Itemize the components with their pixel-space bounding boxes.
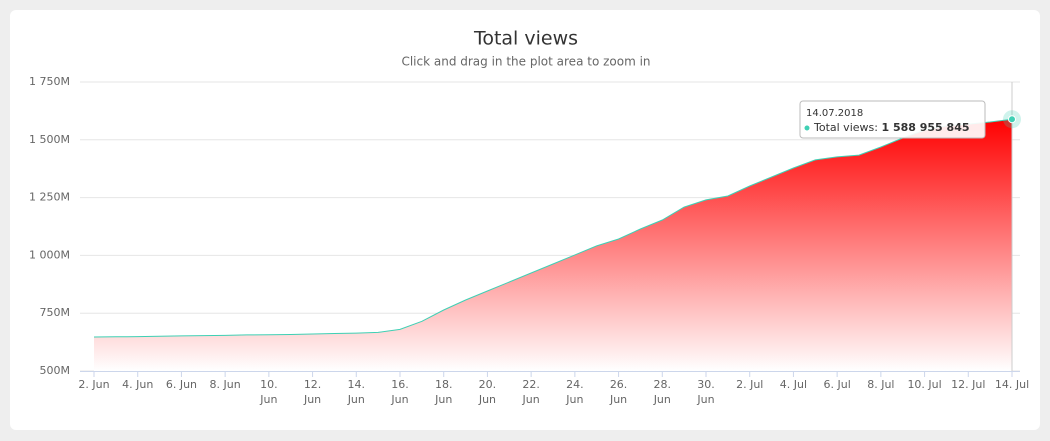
- x-tick-label: 2. Jun: [78, 378, 109, 391]
- x-tick-label: 30. Jun: [696, 378, 714, 406]
- tooltip-series: Total views:: [813, 121, 878, 134]
- y-tick-label: 1 750M: [29, 75, 70, 88]
- x-tick-label: 12. Jul: [951, 378, 985, 391]
- x-tick-label: 28. Jun: [653, 378, 671, 406]
- x-tick-label: 20. Jun: [478, 378, 496, 406]
- x-tick-label: 6. Jul: [824, 378, 851, 391]
- tooltip-value: 1 588 955 845: [881, 121, 969, 134]
- x-tick-label: 8. Jun: [210, 378, 241, 391]
- x-tick-label: 6. Jun: [166, 378, 197, 391]
- x-tick-label: 10. Jun: [259, 378, 277, 406]
- x-tick-label: 2. Jul: [736, 378, 763, 391]
- y-tick-label: 750M: [40, 306, 71, 319]
- x-tick-label: 10. Jul: [907, 378, 941, 391]
- y-tick-label: 500M: [40, 364, 71, 377]
- area: [94, 119, 1012, 371]
- y-tick-label: 1 250M: [29, 191, 70, 204]
- x-tick-label: 4. Jul: [780, 378, 807, 391]
- x-tick-label: 12. Jun: [303, 378, 321, 406]
- x-tick-label: 4. Jun: [122, 378, 153, 391]
- x-tick-label: 14. Jun: [347, 378, 365, 406]
- tooltip-box: [799, 100, 986, 139]
- chart-title: Total views: [473, 28, 578, 50]
- tooltip-label: Total views: 1 588 955 845: [813, 121, 970, 134]
- x-tick-label: 16. Jun: [390, 378, 408, 406]
- y-tick-label: 1 000M: [29, 248, 70, 261]
- tooltip-dot: [804, 125, 810, 131]
- x-tick-label: 8. Jul: [867, 378, 894, 391]
- chart-subtitle: Click and drag in the plot area to zoom …: [401, 55, 650, 69]
- x-tick-label: 22. Jun: [522, 378, 540, 406]
- plot-area[interactable]: 500M 750M 1 000M 1 250M 1 500M 1 750M 2. Jun 4.…: [29, 75, 1029, 406]
- x-tick-label: 26. Jun: [609, 378, 627, 406]
- x-tick-label: 24. Jun: [565, 378, 583, 406]
- x-tick-label: 18. Jun: [434, 378, 452, 406]
- tooltip-date: 14.07.2018: [806, 108, 863, 119]
- line: [93, 118, 1013, 338]
- tooltip: 14.07.2018 Total views: 1 588 955 845: [799, 100, 986, 139]
- point: [1008, 115, 1016, 124]
- x-tick-label: 14. Jul: [995, 378, 1029, 391]
- y-tick-label: 1 500M: [29, 133, 70, 146]
